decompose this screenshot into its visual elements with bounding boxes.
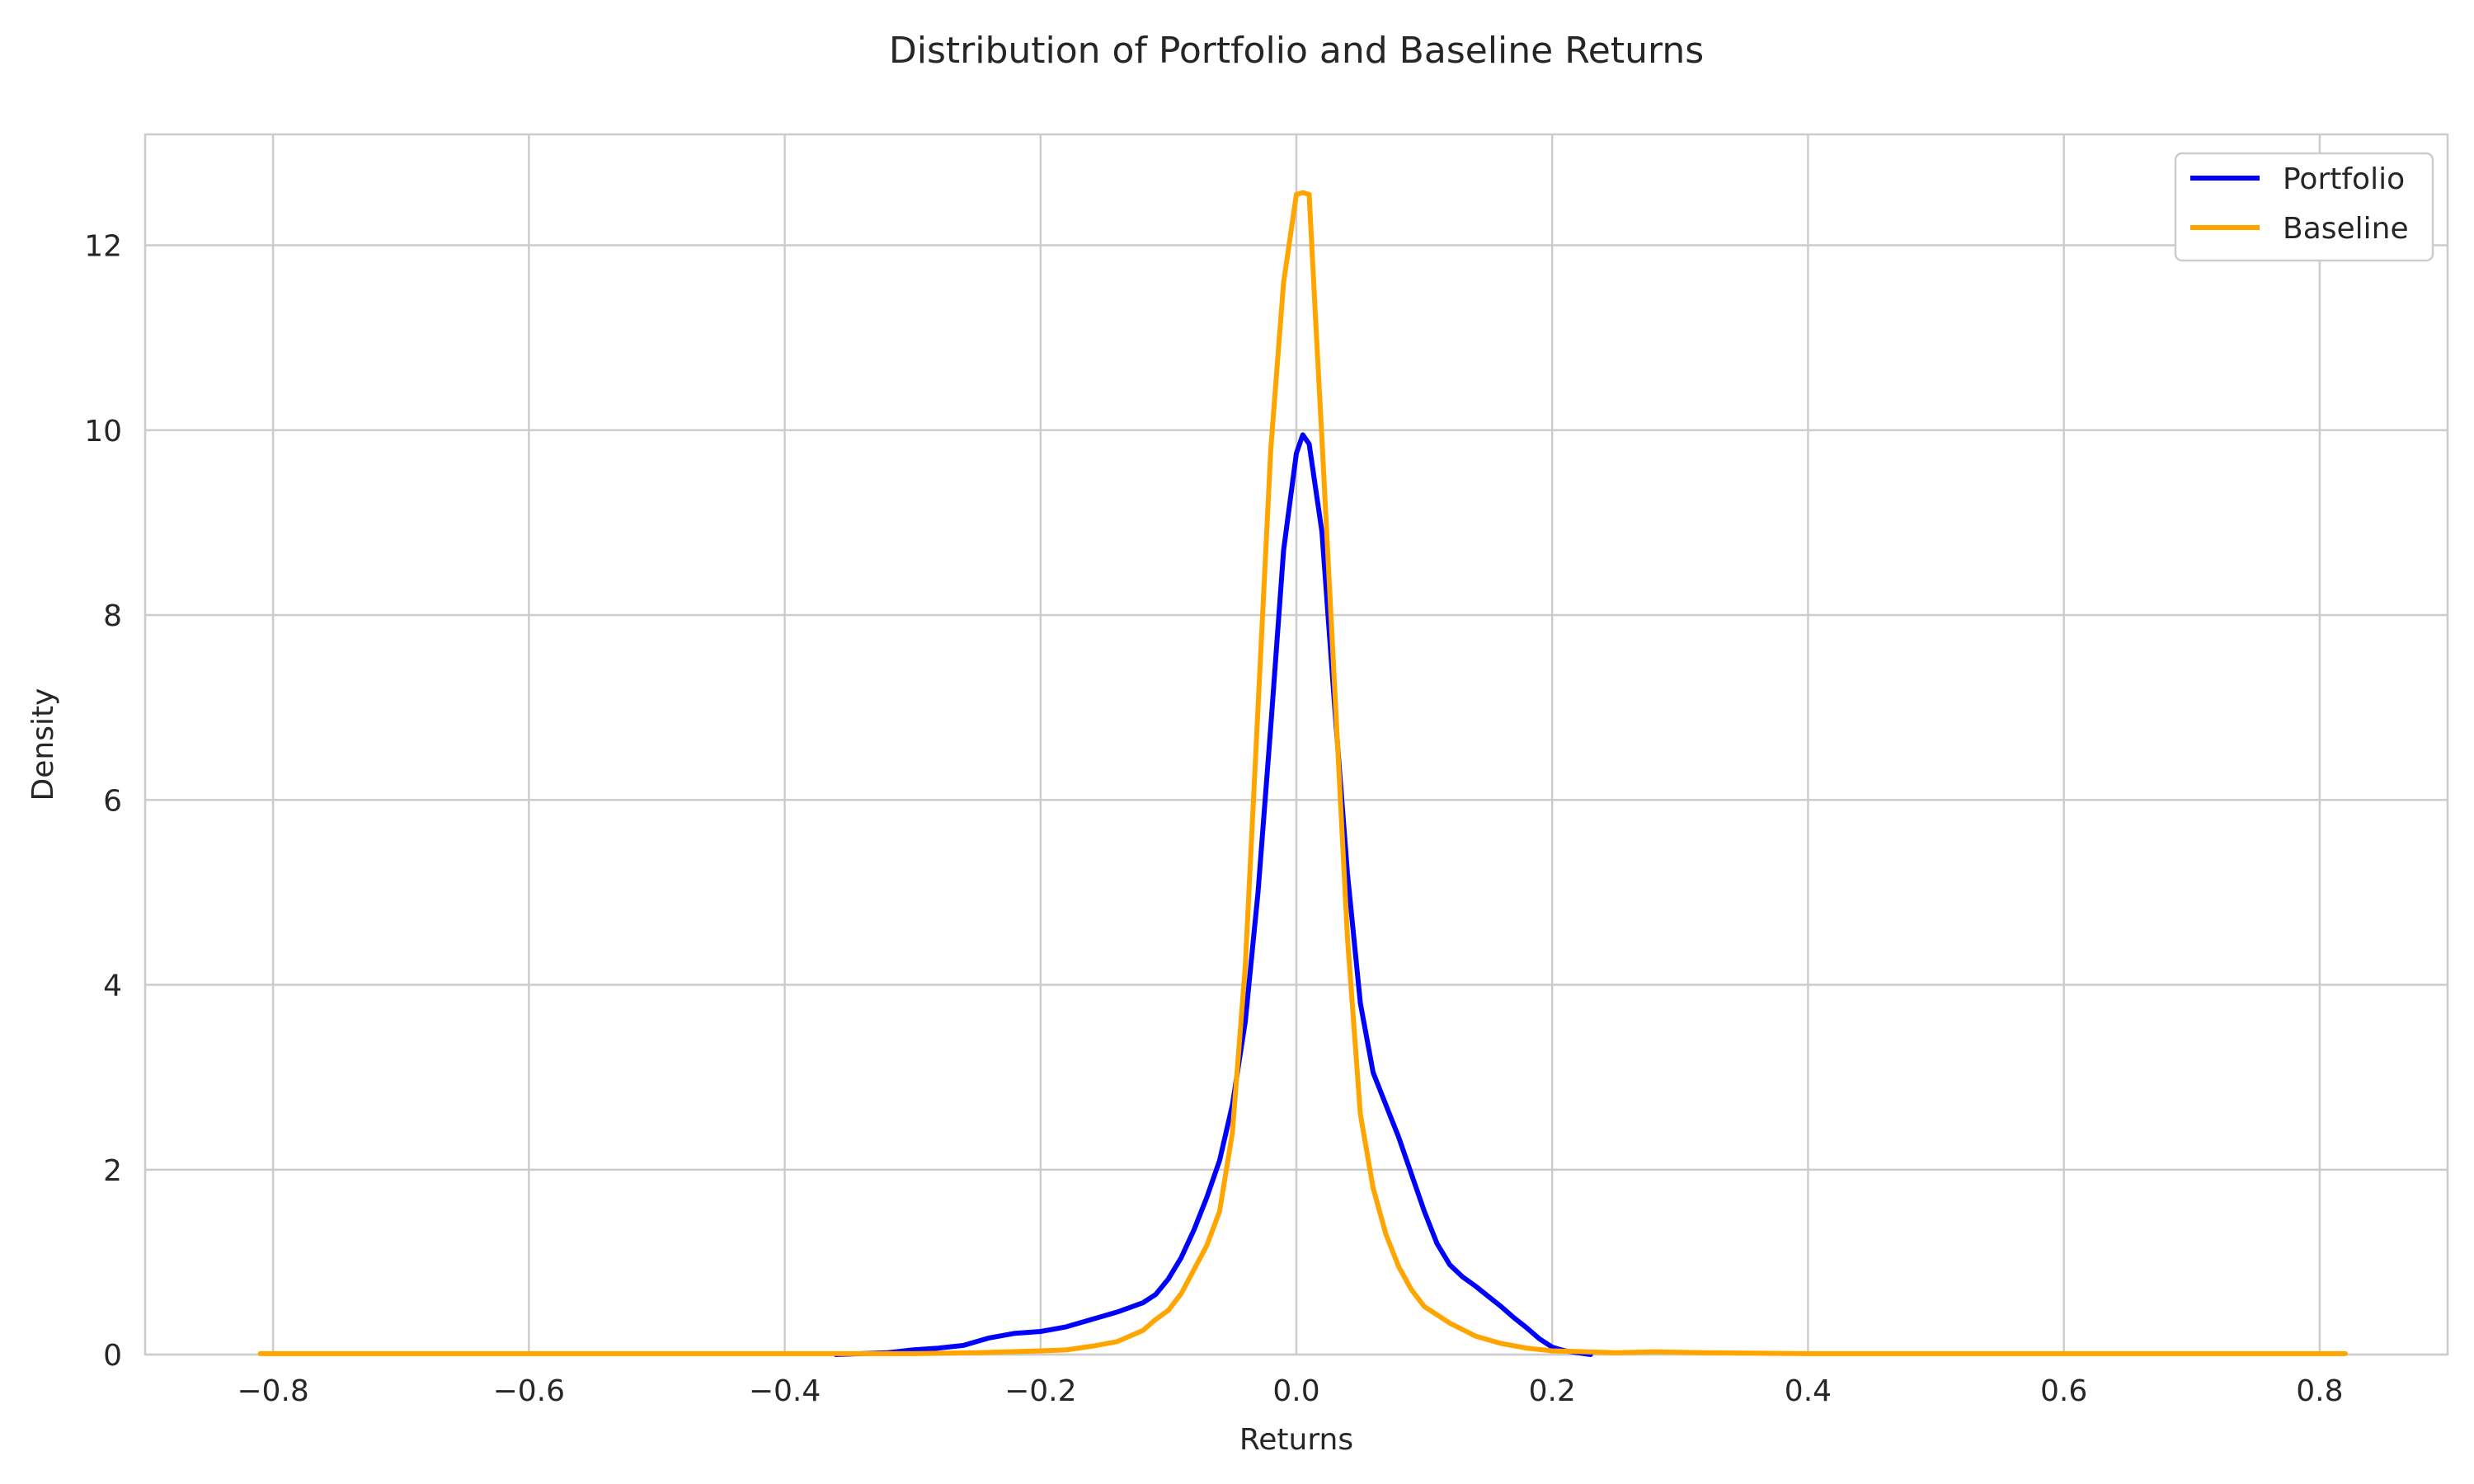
x-axis-label: Returns — [1239, 1423, 1353, 1457]
x-tick-label: 0.2 — [1529, 1374, 1576, 1408]
chart-title: Distribution of Portfolio and Baseline R… — [889, 30, 1704, 72]
x-axis-ticks: −0.8 −0.6 −0.4 −0.2 0.0 0.2 0.4 0.6 0.8 — [237, 1374, 2343, 1408]
y-axis-label: Density — [26, 688, 60, 801]
y-tick-label: 6 — [103, 784, 122, 818]
series-lines — [257, 190, 2348, 1357]
series-line-baseline — [257, 190, 2348, 1356]
x-tick-label: −0.2 — [1004, 1374, 1076, 1408]
y-axis-ticks: 0 2 4 6 8 10 12 — [84, 230, 122, 1373]
y-tick-label: 0 — [103, 1339, 122, 1373]
x-tick-label: 0.0 — [1272, 1374, 1319, 1408]
y-tick-label: 2 — [103, 1154, 122, 1188]
legend-label-baseline: Baseline — [2283, 212, 2409, 246]
chart-legend: Portfolio Baseline — [2174, 152, 2434, 262]
x-tick-label: −0.6 — [493, 1374, 565, 1408]
legend-label-portfolio: Portfolio — [2283, 162, 2405, 196]
series-line-portfolio — [833, 432, 1593, 1357]
y-tick-label: 8 — [103, 599, 122, 633]
y-tick-label: 10 — [84, 415, 122, 448]
y-tick-label: 12 — [84, 230, 122, 264]
y-tick-label: 4 — [103, 970, 122, 1003]
x-tick-label: −0.4 — [749, 1374, 821, 1408]
x-tick-label: −0.8 — [237, 1374, 308, 1408]
x-tick-label: 0.8 — [2296, 1374, 2343, 1408]
x-tick-label: 0.4 — [1785, 1374, 1832, 1408]
x-tick-label: 0.6 — [2040, 1374, 2087, 1408]
plot-area-frame — [143, 133, 2449, 1356]
